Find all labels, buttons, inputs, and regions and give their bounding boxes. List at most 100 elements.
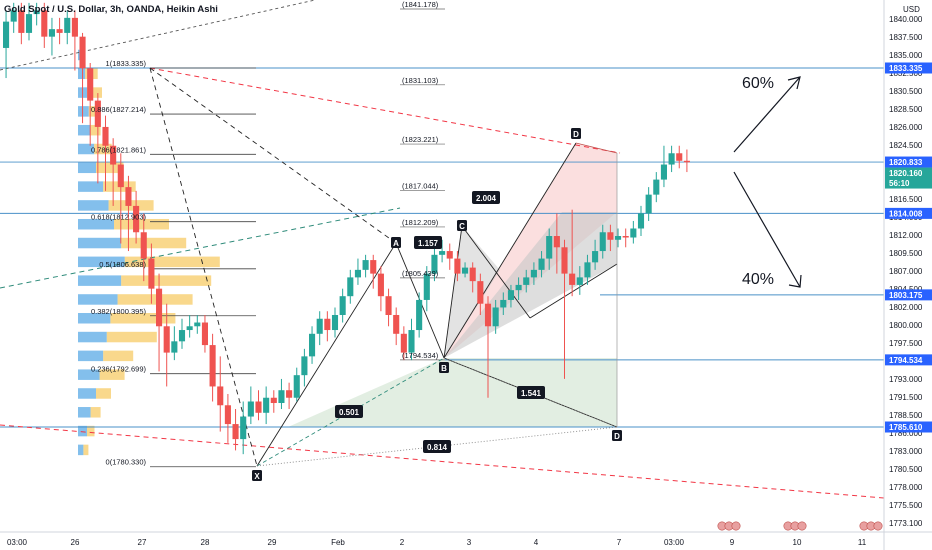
pattern-point-box [571, 128, 581, 139]
candle-body [469, 267, 476, 282]
price-tick-label: 1786.000 [889, 429, 923, 438]
candle-body [263, 397, 270, 413]
pattern-point-box [457, 220, 467, 231]
vp-bar-blue [78, 275, 122, 286]
price-axis-label-bg [885, 354, 932, 366]
vp-bar-yellow [96, 388, 111, 399]
candle-body [400, 333, 407, 353]
candle-body [354, 269, 361, 278]
vp-bar-blue [78, 256, 125, 268]
vp-bar-blue [78, 350, 104, 362]
vp-bar-yellow [121, 275, 212, 286]
candle-body [56, 29, 63, 33]
down-arrow-icon [788, 274, 802, 288]
fib-labels: 1(1833.335) 0.886(1827.214) 0.786(1821.861… [91, 0, 774, 481]
vp-bar-yellow [87, 87, 102, 98]
time-axis[interactable]: 03:00 26 27 28 29 Feb 2 3 4 7 03:00 9 10 11 [0, 521, 932, 547]
candle-body [523, 277, 530, 285]
price-tick-label: 1773.100 [889, 519, 923, 528]
vp-bar-blue [78, 218, 114, 230]
vp-bar-blue [78, 200, 109, 211]
price-axis-label-bg [885, 177, 932, 189]
time-tick-label: 9 [730, 538, 735, 547]
pattern-point-box [612, 430, 622, 441]
candle-body [71, 17, 78, 37]
red-resistance-line [149, 67, 621, 154]
vp-bar-yellow [103, 350, 134, 362]
price-axis-background [884, 0, 932, 550]
price-axis-label: 1814.008 [889, 209, 923, 218]
pattern-point-box [439, 362, 449, 373]
fib-level-label: 0.5(1806.638) [99, 260, 146, 269]
candle-body [362, 260, 369, 270]
price-axis-label-bg [885, 156, 932, 168]
vp-bar-blue [78, 388, 96, 399]
flag-circle [731, 521, 741, 531]
price-axis-label: 1803.175 [889, 291, 923, 300]
extension-label: (1831.103) [402, 76, 439, 85]
time-tick-label: 03:00 [7, 538, 28, 547]
vp-bar-yellow [87, 425, 95, 437]
price-tick-label: 1830.500 [889, 87, 923, 96]
candle-body [546, 236, 553, 259]
candle-body [377, 273, 384, 297]
candle-body [492, 307, 499, 327]
ratio-box [335, 405, 363, 418]
up-arrow-line [733, 76, 801, 153]
price-tick-label: 1791.500 [889, 393, 923, 402]
candle-body [125, 187, 132, 206]
candle-body [515, 284, 522, 291]
price-axis-label: 1785.610 [889, 423, 923, 432]
candle-body [33, 10, 40, 15]
ratio-box [517, 386, 545, 399]
candle-body [25, 14, 33, 33]
candle-body [484, 303, 492, 327]
extension-label: (1794.534) [402, 351, 439, 360]
candle-body [224, 405, 231, 425]
candle-body [676, 153, 683, 161]
vp-bar-yellow [99, 369, 125, 380]
price-tick-label: 1840.000 [889, 15, 923, 24]
green-trendline [0, 207, 401, 289]
price-tick-label: 1800.000 [889, 321, 923, 330]
time-tick-label: 26 [71, 538, 80, 547]
extension-label: (1841.178) [402, 0, 439, 9]
price-tick-label: 1809.500 [889, 249, 923, 258]
candle-body [431, 254, 438, 274]
vp-bar-yellow [88, 106, 97, 117]
candle-body [599, 232, 606, 252]
candle-body [331, 314, 339, 331]
vp-bar-yellow [94, 143, 112, 155]
vp-bar-blue [78, 331, 107, 343]
price-axis[interactable]: 1840.0001837.5001835.0001832.5001830.500… [883, 0, 932, 550]
candle-body [645, 194, 652, 214]
price-tick-label: 1807.000 [889, 267, 923, 276]
candle-body [446, 251, 453, 259]
candle-body [186, 326, 193, 331]
vp-bar-blue [78, 425, 87, 437]
time-tick-label: 7 [617, 538, 622, 547]
candle-body [607, 232, 614, 240]
price-tick-label: 1797.500 [889, 339, 923, 348]
candle-body [301, 356, 308, 376]
price-tick-label: 1802.000 [889, 303, 923, 312]
time-tick-label: 29 [268, 538, 277, 547]
vp-bar-blue [78, 181, 104, 192]
vp-bar-yellow [114, 218, 169, 230]
price-tick-label: 1826.000 [889, 123, 923, 132]
pattern-point-label: C [459, 222, 465, 231]
price-axis-label: 1833.335 [889, 64, 923, 73]
time-tick-label: Feb [331, 538, 345, 547]
vp-bar-yellow [117, 294, 193, 305]
price-tick-label: 1778.000 [889, 483, 923, 492]
candle-body [133, 205, 140, 233]
price-tick-label: 1780.500 [889, 465, 923, 474]
candle-body [163, 326, 170, 353]
candle-body [201, 322, 208, 346]
extension-label: (1805.439) [402, 269, 439, 278]
vp-bar-blue [78, 68, 86, 80]
vp-bar-yellow [83, 444, 89, 456]
vp-bar-blue [78, 124, 91, 136]
extension-label: (1823.221) [402, 135, 439, 144]
